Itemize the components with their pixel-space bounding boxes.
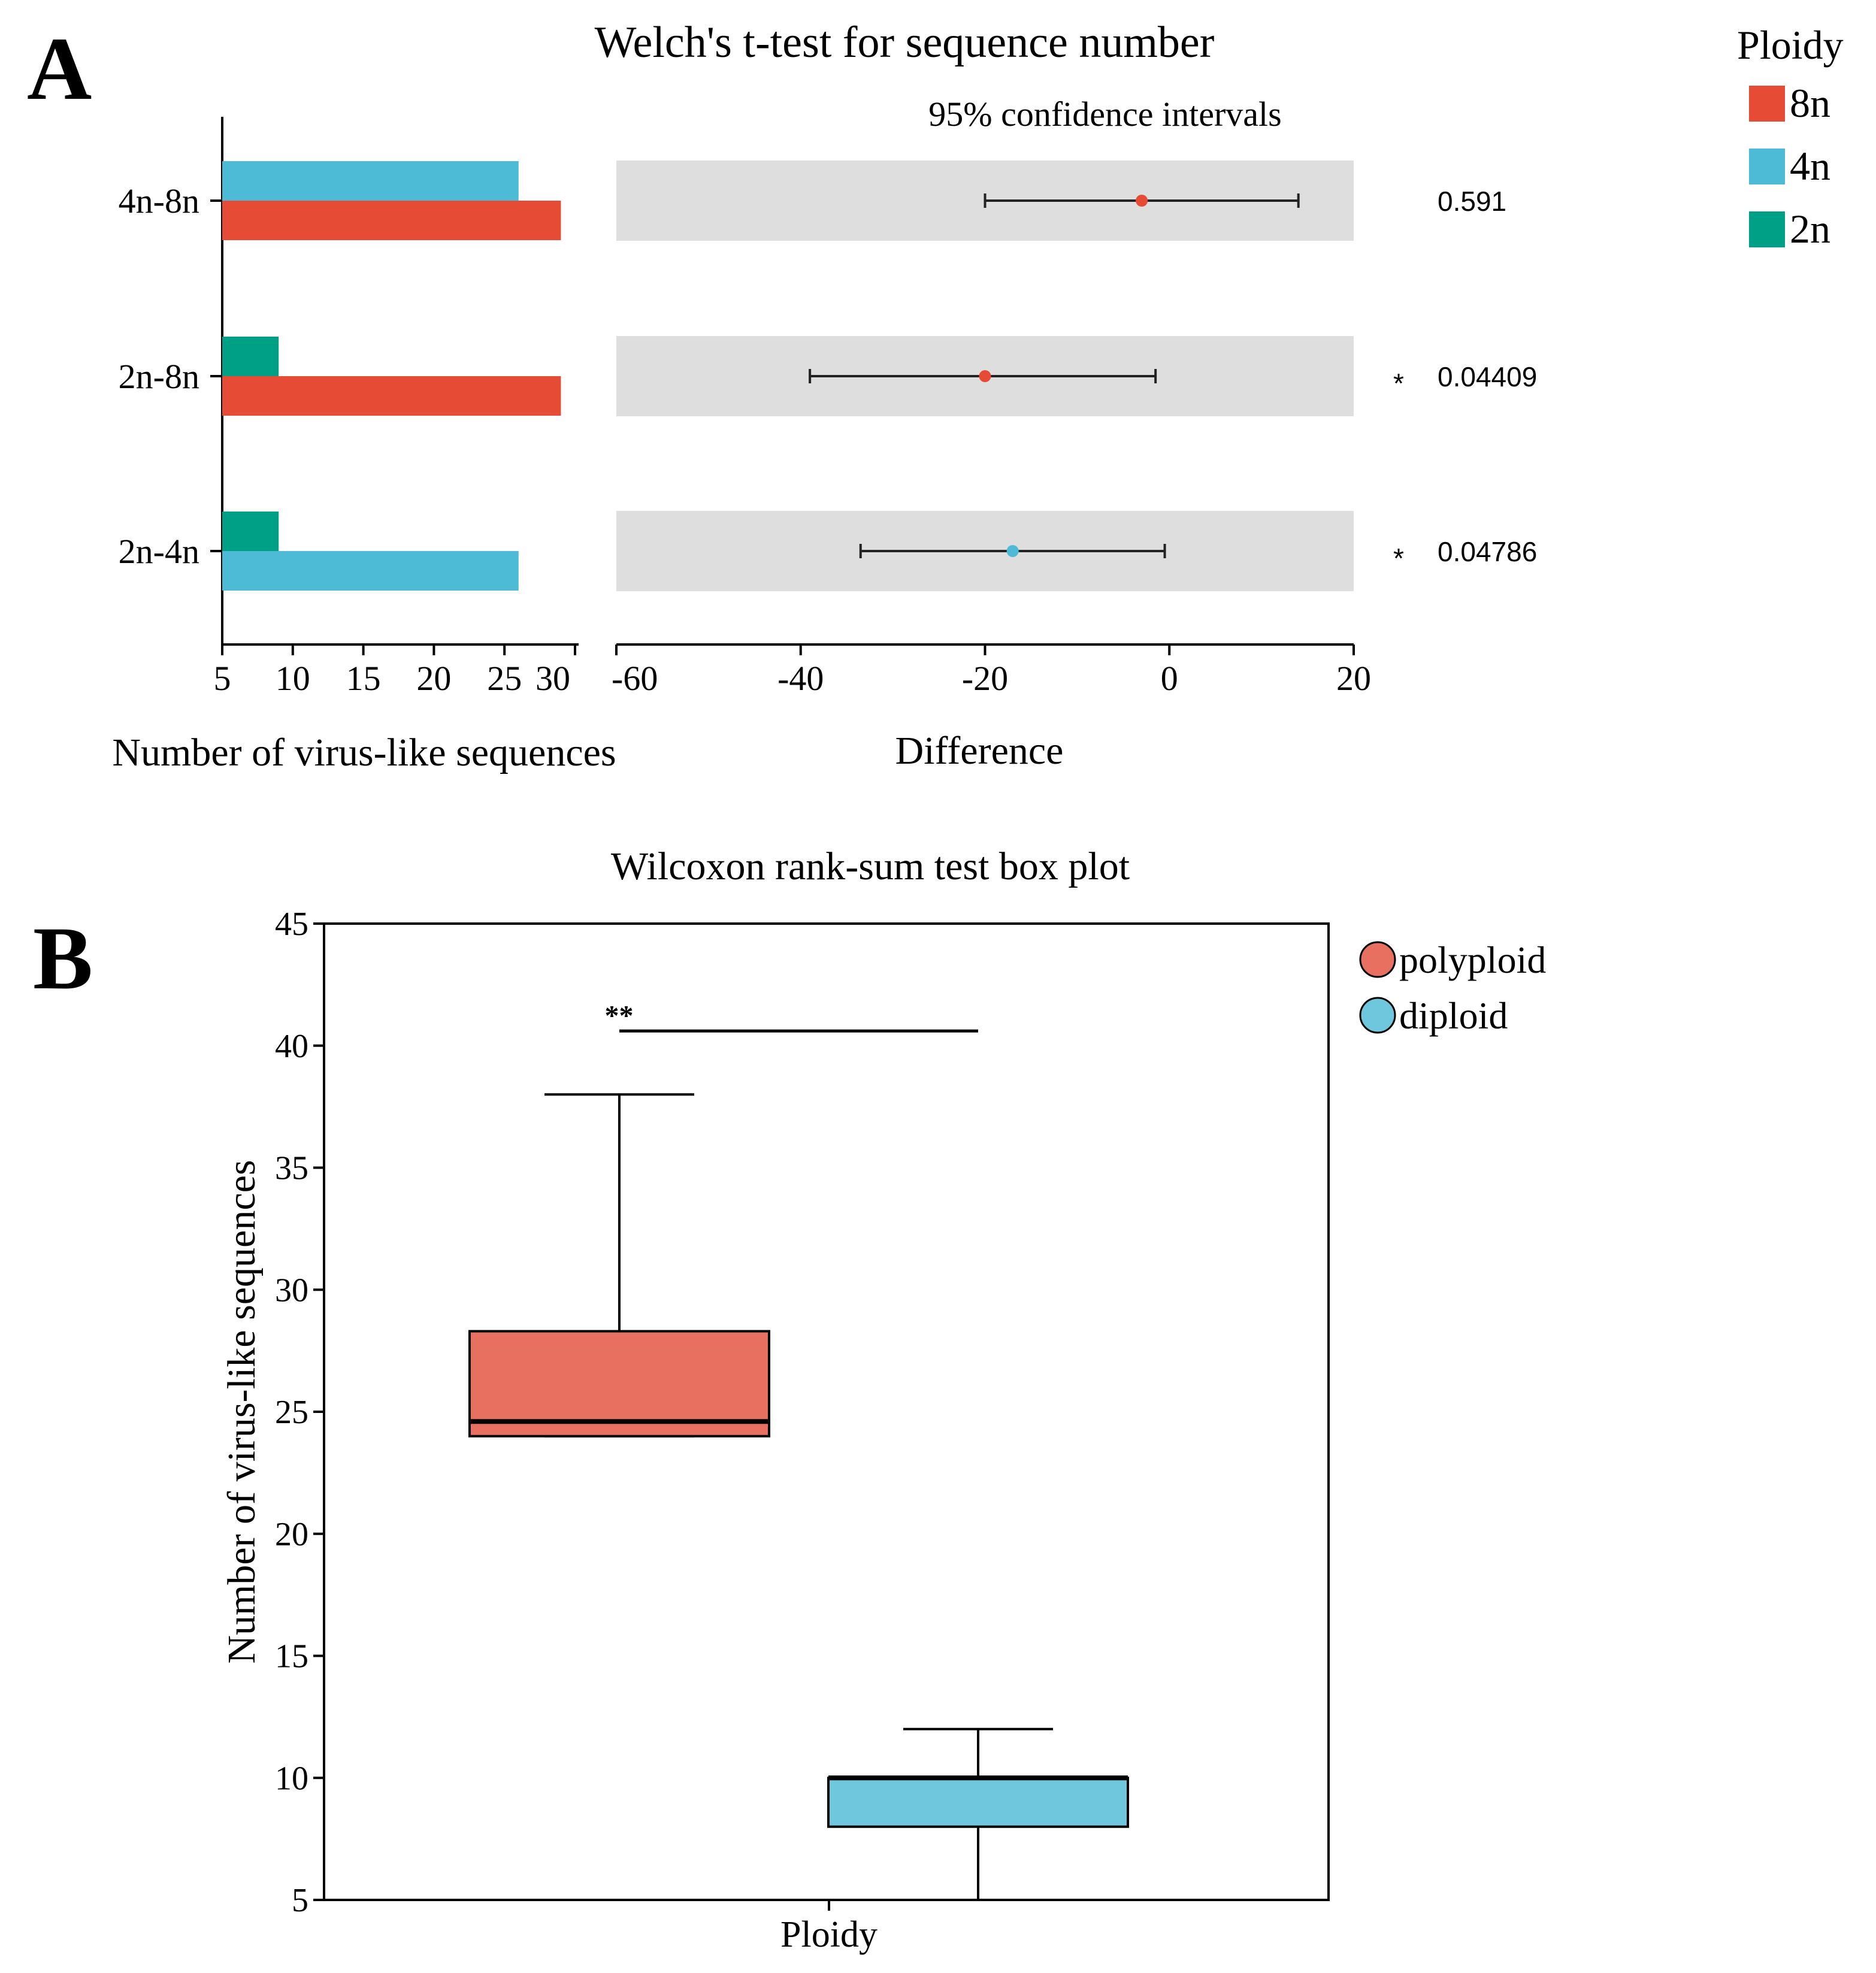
panel-a-letter: A <box>27 19 92 119</box>
box-y-tick-label: 15 <box>275 1638 308 1675</box>
box-y-tick-label: 5 <box>292 1882 308 1919</box>
ci-x-tick-label: -40 <box>777 659 824 698</box>
bar-4n-8n-8n <box>222 201 561 240</box>
legend-swatch-8n <box>1749 86 1785 122</box>
bar-2n-4n-4n <box>222 551 519 591</box>
legend-swatch-4n <box>1749 149 1785 184</box>
legend-diploid-marker <box>1359 997 1396 1034</box>
ci-p-value: 0.591 <box>1438 186 1506 217</box>
ploidy-legend: Ploidy 8n 4n 2n <box>1737 22 1844 252</box>
legend-swatch-2n <box>1749 211 1785 247</box>
ci-significance-star: * <box>1393 543 1404 574</box>
bar-2n-8n-2n <box>222 337 279 376</box>
panel-a-title: Welch's t-test for sequence number <box>595 18 1215 67</box>
ci-point-2n-4n <box>1006 545 1019 557</box>
legend-label-2n: 2n <box>1790 206 1830 252</box>
legend-label-4n: 4n <box>1790 143 1830 189</box>
box-x-label: Ploidy <box>780 1914 878 1955</box>
legend-diploid-label: diploid <box>1399 994 1508 1037</box>
panel-b-letter: B <box>33 909 93 1008</box>
box-diploid <box>827 1777 1129 1828</box>
box-y-tick-label: 25 <box>275 1394 308 1431</box>
box-legend: polyploid diploid <box>1359 939 1546 1037</box>
bar-x-tick-label: 20 <box>416 659 451 698</box>
bar-category-label: 2n-4n <box>119 532 199 571</box>
ci-x-tick-label: 20 <box>1336 659 1371 698</box>
panel-b: B Wilcoxon rank-sum test box plot Ploidy… <box>33 845 1546 1955</box>
bar-2n-4n-2n <box>222 512 279 551</box>
ci-x-label: Difference <box>895 729 1064 773</box>
ci-p-value: 0.04786 <box>1438 536 1537 567</box>
box-y-tick-label: 10 <box>275 1760 308 1797</box>
ci-point-2n-8n <box>979 370 991 382</box>
ci-x-tick-label: 0 <box>1161 659 1178 698</box>
panel-b-title: Wilcoxon rank-sum test box plot <box>611 845 1130 888</box>
bar-x-tick-label: 15 <box>346 659 381 698</box>
box-y-tick-label: 35 <box>275 1150 308 1187</box>
bar-x-tick-label: 25 <box>487 659 522 698</box>
bar-x-label: Number of virus-like sequences <box>112 731 616 774</box>
box-plot: Ploidy Number of virus-like sequences 5 1… <box>220 906 1330 1955</box>
bar-4n-8n-4n <box>222 161 519 201</box>
bar-x-tick-label: 5 <box>214 659 231 698</box>
bar-category-label: 2n-8n <box>119 357 199 396</box>
panel-a: A Welch's t-test for sequence number 95%… <box>27 18 1844 774</box>
bar-2n-8n-8n <box>222 376 561 416</box>
legend-title: Ploidy <box>1737 22 1844 68</box>
ci-x-tick-label: -20 <box>962 659 1008 698</box>
legend-polyploid-marker <box>1359 941 1396 978</box>
ci-point-4n-8n <box>1136 195 1148 207</box>
bar-category-label: 4n-8n <box>119 181 199 220</box>
bar-plot: Number of virus-like sequences 4n-8n 2n-8… <box>112 117 616 774</box>
ci-significance-star: * <box>1393 368 1404 399</box>
box-y-label: Number of virus-like sequences <box>220 1160 264 1663</box>
box-polyploid <box>468 1330 770 1438</box>
ci-plot: Difference 0.591 * 0.04409 * 0.04786 -60 -40 -2… <box>612 161 1537 773</box>
box-y-tick-label: 45 <box>275 906 308 943</box>
ci-x-tick-label: -60 <box>612 659 658 698</box>
box-y-tick-label: 40 <box>275 1028 308 1065</box>
legend-polyploid-label: polyploid <box>1399 939 1546 981</box>
legend-label-8n: 8n <box>1790 80 1830 126</box>
ci-p-value: 0.04409 <box>1438 361 1537 392</box>
bar-x-tick-label: 30 <box>535 659 570 698</box>
box-y-tick-label: 30 <box>275 1272 308 1309</box>
significance-label: ** <box>605 1000 634 1031</box>
bar-x-tick-label: 10 <box>276 659 310 698</box>
box-y-tick-label: 20 <box>275 1516 308 1553</box>
ci-label: 95% confidence intervals <box>928 95 1281 134</box>
